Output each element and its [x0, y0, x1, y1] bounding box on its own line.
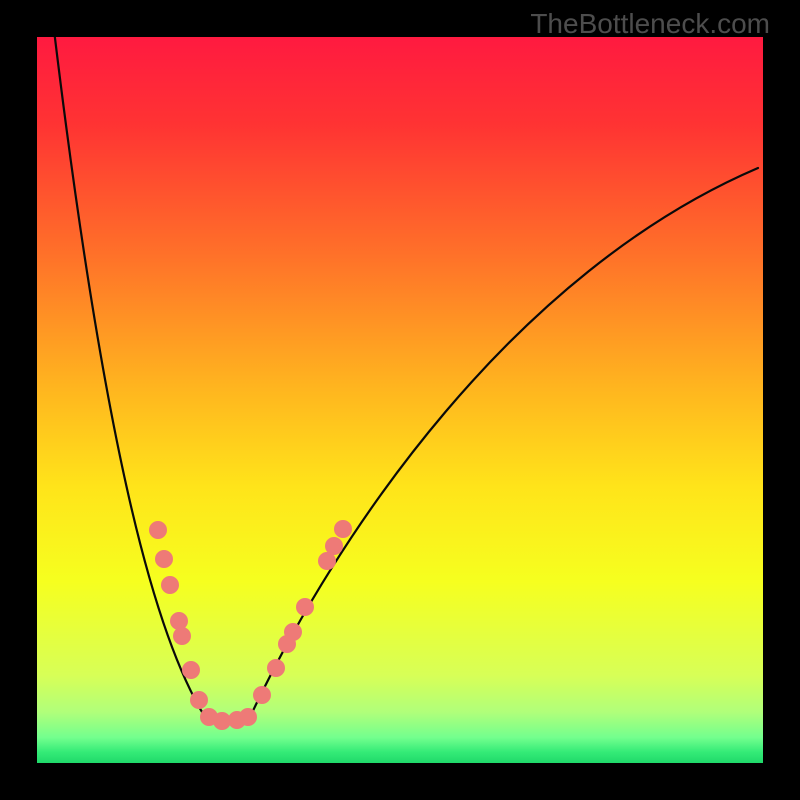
data-marker: [150, 522, 167, 539]
gradient-background: [37, 37, 763, 763]
data-marker: [183, 662, 200, 679]
data-marker: [156, 551, 173, 568]
plot-area: [37, 37, 763, 763]
chart-container: TheBottleneck.com: [0, 0, 800, 800]
data-marker: [174, 628, 191, 645]
data-marker: [162, 577, 179, 594]
data-marker: [335, 521, 352, 538]
data-marker: [297, 599, 314, 616]
data-marker: [285, 624, 302, 641]
data-marker: [240, 709, 257, 726]
data-marker: [171, 613, 188, 630]
data-marker: [191, 692, 208, 709]
data-marker: [326, 538, 343, 555]
watermark-text: TheBottleneck.com: [530, 8, 770, 40]
data-marker: [254, 687, 271, 704]
data-marker: [268, 660, 285, 677]
data-marker: [319, 553, 336, 570]
data-marker: [214, 713, 231, 730]
